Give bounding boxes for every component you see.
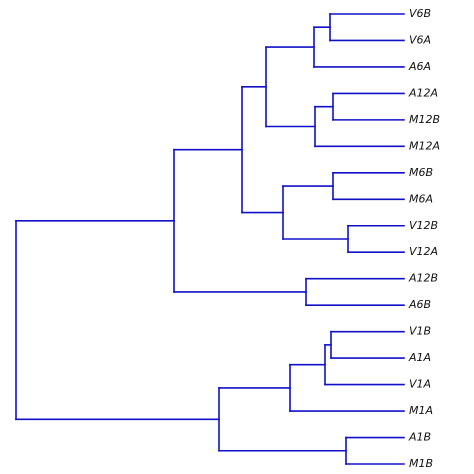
leaf-labels: V6B V6A A6A A12A M12B M12A M6B M6A V12B …: [408, 7, 440, 470]
leaf-label-a12b: A12B: [408, 272, 438, 285]
dendrogram-branches: [15, 13, 405, 465]
leaf-label-a6b: A6B: [408, 298, 431, 311]
leaf-label-m12a: M12A: [409, 139, 440, 152]
leaf-label-v1a: V1A: [409, 378, 431, 391]
leaf-label-a6a: A6A: [408, 60, 431, 73]
leaf-label-m6b: M6B: [409, 166, 433, 179]
leaf-label-m6a: M6A: [409, 192, 433, 205]
leaf-label-a1a: A1A: [408, 351, 431, 364]
leaf-label-a1b: A1B: [408, 431, 431, 444]
leaf-label-v1b: V1B: [409, 325, 431, 338]
leaf-label-v6b: V6B: [409, 7, 431, 20]
leaf-label-a12a: A12A: [408, 86, 438, 99]
leaf-label-m1a: M1A: [409, 404, 433, 417]
leaf-label-m1b: M1B: [409, 457, 433, 470]
leaf-label-v6a: V6A: [409, 33, 431, 46]
leaf-label-v12a: V12A: [409, 245, 438, 258]
leaf-label-m12b: M12B: [409, 113, 440, 126]
leaf-label-v12b: V12B: [409, 219, 438, 232]
